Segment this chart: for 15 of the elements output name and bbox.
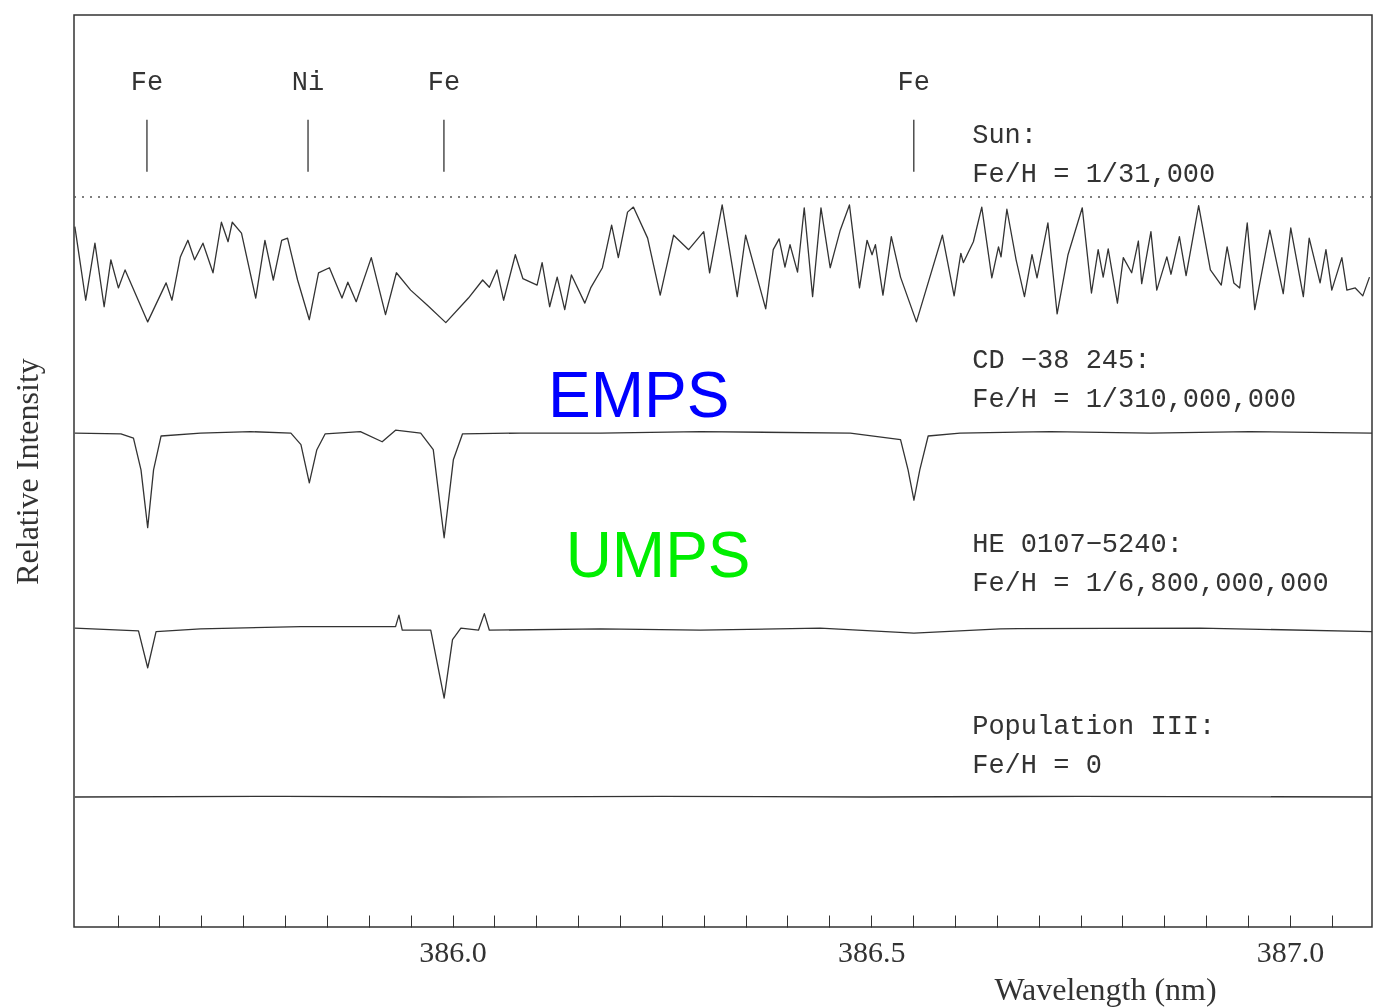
x-tick-label: 386.0 — [419, 934, 487, 968]
x-tick-label: 387.0 — [1256, 934, 1325, 968]
series-label: CD −38 245: Fe/H = 1/310,000,000 — [972, 346, 1297, 416]
x-axis-title: Wavelength (nm) — [994, 970, 1217, 1007]
annotation: UMPS — [565, 519, 751, 592]
text: Fe — [130, 68, 164, 99]
text: Ni — [291, 68, 325, 99]
annotation: EMPS — [547, 359, 730, 432]
series-label: Population III: Fe/H = 0 — [972, 712, 1216, 782]
series-label: HE 0107−5240: Fe/H = 1/6,800,000,000 — [972, 529, 1329, 599]
y-axis-title: Relative Intensity — [8, 358, 45, 585]
text: Fe — [427, 68, 461, 99]
x-tick-label: 386.5 — [837, 934, 906, 968]
legend-label: Sun: Fe/H = 1/31,000 — [972, 120, 1216, 190]
text: Fe — [897, 68, 931, 99]
